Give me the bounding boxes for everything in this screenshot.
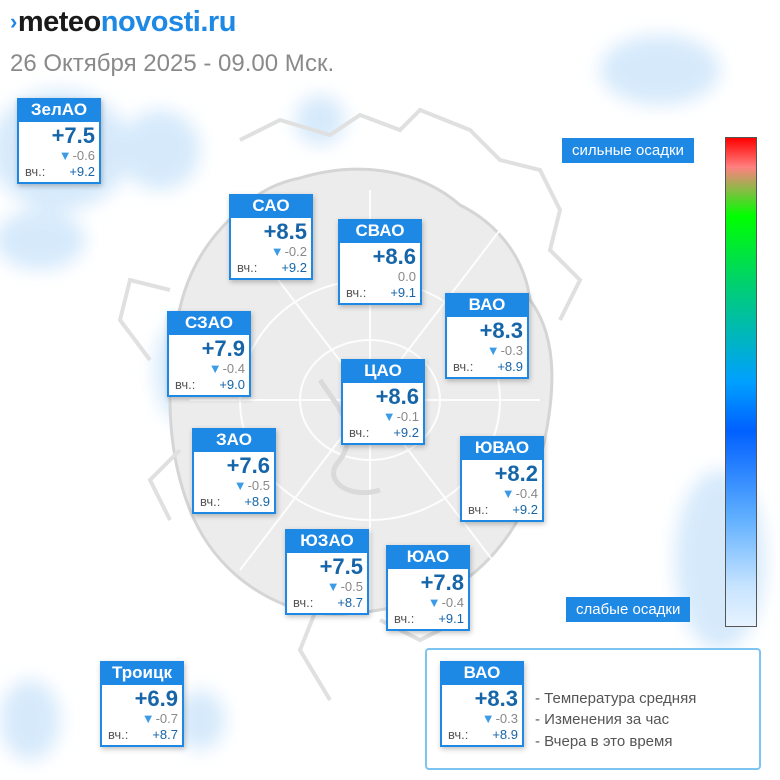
temperature-average: +6.9 <box>134 686 178 711</box>
district-name: ЮВАО <box>460 436 544 460</box>
temperature-average: +7.5 <box>51 123 95 148</box>
yesterday-row: вч.: +9.2 <box>237 260 307 275</box>
yesterday-row: вч.: +9.1 <box>394 611 464 626</box>
yesterday-row: вч.: +9.2 <box>25 164 95 179</box>
district-name: ЦАО <box>341 359 425 383</box>
down-arrow-icon: ▼ <box>427 595 441 610</box>
temperature-average: +8.6 <box>375 384 419 409</box>
down-arrow-icon: ▼ <box>58 148 72 163</box>
district-name: ЗелАО <box>17 98 101 122</box>
down-arrow-icon: ▼ <box>270 244 284 259</box>
temperature-change: ▼-0.4 <box>208 361 245 376</box>
district-card-szao[interactable]: СЗАО +7.9 ▼-0.4 вч.: +9.0 <box>167 311 251 397</box>
district-name: СВАО <box>338 219 422 243</box>
down-arrow-icon: ▼ <box>501 486 515 501</box>
yesterday-row: вч.: +9.2 <box>349 425 419 440</box>
temperature-change: ▼-0.6 <box>58 148 95 163</box>
district-card-yuvao[interactable]: ЮВАО +8.2 ▼-0.4 вч.: +9.2 <box>460 436 544 522</box>
district-card-yuao[interactable]: ЮАО +7.8 ▼-0.4 вч.: +9.1 <box>386 545 470 631</box>
yesterday-row: вч.: +9.2 <box>468 502 538 517</box>
temperature-change: ▼-0.4 <box>501 486 538 501</box>
district-name: ЮЗАО <box>285 529 369 553</box>
temperature-average: +8.2 <box>494 461 538 486</box>
district-name: СЗАО <box>167 311 251 335</box>
legend-line-average: - Температура средняя <box>535 690 697 707</box>
yesterday-row: вч.: +8.9 <box>448 727 518 742</box>
district-card-sao[interactable]: САО +8.5 ▼-0.2 вч.: +9.2 <box>229 194 313 280</box>
temperature-average: +8.3 <box>474 686 518 711</box>
scale-label-heavy: сильные осадки <box>562 138 694 163</box>
district-name: ЮАО <box>386 545 470 569</box>
yesterday-row: вч.: +8.7 <box>293 595 363 610</box>
legend-line-change: - Изменения за час <box>535 711 670 728</box>
down-arrow-icon: ▼ <box>382 409 396 424</box>
district-name: ВАО <box>445 293 529 317</box>
down-arrow-icon: ▼ <box>486 343 500 358</box>
temperature-change: ▼-0.5 <box>326 579 363 594</box>
temperature-change: ▼-0.5 <box>233 478 270 493</box>
logo-chevron-icon: › <box>10 9 17 34</box>
temperature-change: ▼-0.2 <box>270 244 307 259</box>
district-name: ЗАО <box>192 428 276 452</box>
temperature-average: +8.6 <box>372 244 416 269</box>
temperature-average: +7.5 <box>319 554 363 579</box>
legend-sample-card: ВАО +8.3 ▼-0.3 вч.: +8.9 <box>440 661 524 747</box>
yesterday-row: вч.: +8.7 <box>108 727 178 742</box>
temperature-average: +7.9 <box>201 336 245 361</box>
temperature-change: ▼-0.4 <box>427 595 464 610</box>
site-logo[interactable]: ›meteonovosti.ru <box>10 6 236 39</box>
temperature-change: ▼-0.7 <box>141 711 178 726</box>
district-card-troitsk[interactable]: Троицк +6.9 ▼-0.7 вч.: +8.7 <box>100 661 184 747</box>
precipitation-scale-bar <box>725 137 757 627</box>
district-card-cao[interactable]: ЦАО +8.6 ▼-0.1 вч.: +9.2 <box>341 359 425 445</box>
district-card-yuzao[interactable]: ЮЗАО +7.5 ▼-0.5 вч.: +8.7 <box>285 529 369 615</box>
logo-text-part2: novosti.ru <box>100 6 237 38</box>
temperature-change: ▼-0.3 <box>481 711 518 726</box>
down-arrow-icon: ▼ <box>141 711 155 726</box>
yesterday-row: вч.: +9.1 <box>346 285 416 300</box>
temperature-average: +7.6 <box>226 453 270 478</box>
down-arrow-icon: ▼ <box>326 579 340 594</box>
district-card-vao[interactable]: ВАО +8.3 ▼-0.3 вч.: +8.9 <box>445 293 529 379</box>
logo-text-part1: meteo <box>17 6 101 38</box>
temperature-average: +7.8 <box>420 570 464 595</box>
yesterday-row: вч.: +8.9 <box>453 359 523 374</box>
district-name: ВАО <box>440 661 524 685</box>
district-name: САО <box>229 194 313 218</box>
temperature-change: 0.0 <box>397 269 416 284</box>
district-card-zao[interactable]: ЗАО +7.6 ▼-0.5 вч.: +8.9 <box>192 428 276 514</box>
down-arrow-icon: ▼ <box>233 478 247 493</box>
yesterday-row: вч.: +9.0 <box>175 377 245 392</box>
scale-label-light: слабые осадки <box>566 597 691 622</box>
temperature-average: +8.5 <box>263 219 307 244</box>
district-card-svao[interactable]: СВАО +8.6 0.0 вч.: +9.1 <box>338 219 422 305</box>
temperature-change: ▼-0.3 <box>486 343 523 358</box>
legend-line-yesterday: - Вчера в это время <box>535 733 673 750</box>
down-arrow-icon: ▼ <box>481 711 495 726</box>
district-name: Троицк <box>100 661 184 685</box>
temperature-average: +8.3 <box>479 318 523 343</box>
district-card-zelao[interactable]: ЗелАО +7.5 ▼-0.6 вч.: +9.2 <box>17 98 101 184</box>
yesterday-row: вч.: +8.9 <box>200 494 270 509</box>
temperature-change: ▼-0.1 <box>382 409 419 424</box>
down-arrow-icon: ▼ <box>208 361 222 376</box>
forecast-datetime: 26 Октября 2025 - 09.00 Мск. <box>10 50 335 77</box>
